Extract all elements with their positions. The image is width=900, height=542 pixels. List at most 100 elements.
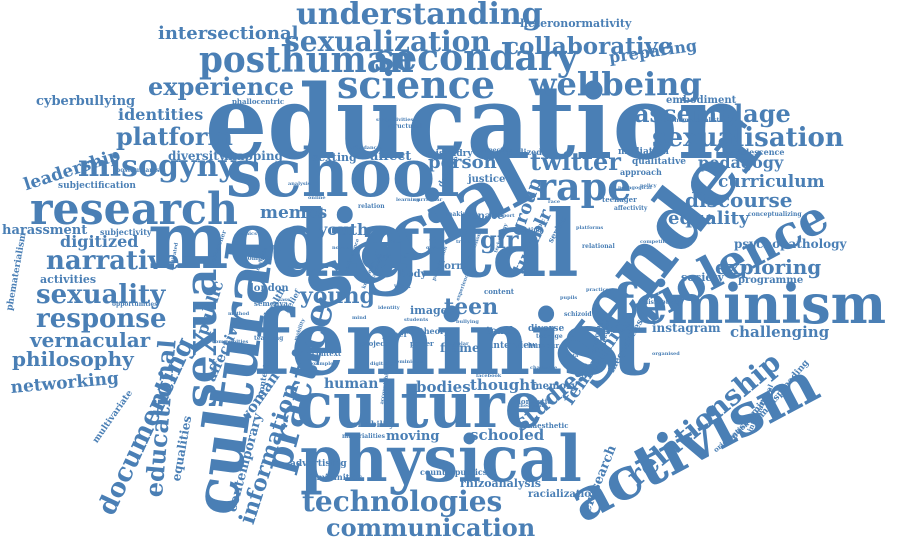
word-person: person xyxy=(428,152,497,173)
word-collaborative: collaborative xyxy=(505,33,673,60)
word-ethics: ethics xyxy=(240,231,257,237)
word-texting: texting xyxy=(518,227,542,234)
word-practices: practices xyxy=(586,287,612,293)
word-exploring: exploring xyxy=(715,255,822,279)
word-complex: complex xyxy=(244,255,272,262)
word-diverse: diverse xyxy=(528,324,565,334)
word-materialities: materialities xyxy=(342,433,385,440)
word-mind: mind xyxy=(352,315,367,321)
word-equality: equality xyxy=(668,208,750,229)
word-young: young xyxy=(300,283,375,309)
word-domestic: domestic xyxy=(516,397,552,406)
word-organised: organised xyxy=(652,351,680,357)
word-relation: relation xyxy=(358,203,385,210)
word-site: site xyxy=(404,251,423,261)
word-memory: memory xyxy=(532,381,578,392)
word-example: example xyxy=(310,361,334,367)
word-subjectification: subjectification xyxy=(58,181,136,191)
word-approach: approach xyxy=(620,167,662,177)
word-girl: girl xyxy=(480,225,528,254)
word-advertising: advertising xyxy=(290,459,347,469)
word-project: project xyxy=(360,339,388,348)
word-school: school xyxy=(226,134,460,212)
word-teen: teen xyxy=(444,294,499,320)
word-competition: competition xyxy=(640,239,674,245)
word-phematerialism: phematerialism xyxy=(5,231,29,312)
word-power: power xyxy=(410,339,434,348)
word-phallocentric: phallocentric xyxy=(232,97,285,106)
word-affect: affect xyxy=(370,149,412,164)
word-feminist: feminist xyxy=(254,290,651,396)
word-curricular: curricular xyxy=(414,197,443,203)
word-teach: teach xyxy=(486,326,517,337)
word-sensibility: sensibility xyxy=(348,419,395,429)
word-girls: girls xyxy=(376,253,392,260)
word-thought: thought xyxy=(470,376,538,394)
word-paper: paper xyxy=(382,329,408,339)
word-education: education xyxy=(205,63,749,183)
word-sexualization: sexualization xyxy=(284,25,491,58)
word-learning: learning xyxy=(396,197,420,203)
word-heteronormativity: heteronormativity xyxy=(520,17,632,30)
word-human: human xyxy=(324,376,379,392)
word-subjectivities: subjectivities xyxy=(376,117,414,123)
word-trans: trans xyxy=(456,239,471,245)
word-interview: interview xyxy=(490,341,537,351)
word-schizoid: schizoid xyxy=(564,311,592,318)
word-instagram: instagram xyxy=(652,321,721,335)
word-image: image xyxy=(410,304,448,317)
word-form: form xyxy=(440,261,467,272)
word-research: research xyxy=(30,184,238,235)
word-affordances: affordances xyxy=(350,145,383,151)
word-intersectional: intersectional xyxy=(158,23,299,44)
word-secondary: secondary xyxy=(374,37,578,79)
word-programme: programme xyxy=(738,275,804,286)
word-method: method xyxy=(228,311,250,317)
word-femininities: femininities xyxy=(308,472,363,482)
word-kinaesthetic: kinaesthetic xyxy=(520,421,569,430)
word-communities: communities xyxy=(212,339,249,345)
word-digitized: digitized xyxy=(60,232,139,251)
word-london: london xyxy=(250,283,289,294)
word-platform: platform xyxy=(116,122,233,151)
word-harassment: harassment xyxy=(2,223,88,238)
word-conceptualizing: conceptualizing xyxy=(748,211,802,218)
word-psychopathology: psychopathology xyxy=(734,237,847,251)
word-body: body xyxy=(400,269,427,280)
word-understanding: understanding xyxy=(296,0,543,32)
word-challenging: challenging xyxy=(730,323,830,341)
word-posthumanism: posthumanism xyxy=(116,167,166,174)
word-norms: norms xyxy=(332,245,350,251)
word-identity: identity xyxy=(378,305,400,311)
word-science: science xyxy=(337,62,496,107)
word-theory: theory xyxy=(420,326,449,336)
word-pedagogy: pedagogy xyxy=(698,153,784,172)
word-phematerialist: phematerialist xyxy=(670,117,720,124)
word-cyberbullying: cyberbullying xyxy=(36,94,136,109)
word-challenge: challenge xyxy=(530,365,558,371)
word-sexting: sexting xyxy=(312,151,357,164)
word-platforms: platforms xyxy=(576,225,604,231)
word-moving: moving xyxy=(386,429,440,444)
word-physical: physical xyxy=(300,422,582,497)
word-digital: digital xyxy=(270,190,579,298)
word-communication: communication xyxy=(326,513,536,542)
word-disrupting: disrupting xyxy=(644,299,680,306)
word-making: making xyxy=(446,211,472,218)
word-policy: policy xyxy=(640,183,657,189)
word-racialized: racialized xyxy=(498,147,542,157)
word-relational: relational xyxy=(582,243,615,250)
word-affectivity: affectivity xyxy=(614,205,648,212)
word-teenager: teenager xyxy=(602,195,637,204)
word-teaching: teaching xyxy=(254,335,284,342)
word-content: content xyxy=(484,287,515,296)
word-diversity: diversity xyxy=(168,149,226,163)
word-media: media xyxy=(148,193,409,287)
word-digitally: digitally xyxy=(370,361,394,367)
word-pupils: pupils xyxy=(560,295,578,301)
word-pedagogical: pedagogical xyxy=(618,185,652,191)
word-culture: culture xyxy=(296,368,544,443)
word-perspective: perspective xyxy=(474,147,513,154)
word-online: online xyxy=(308,195,326,201)
